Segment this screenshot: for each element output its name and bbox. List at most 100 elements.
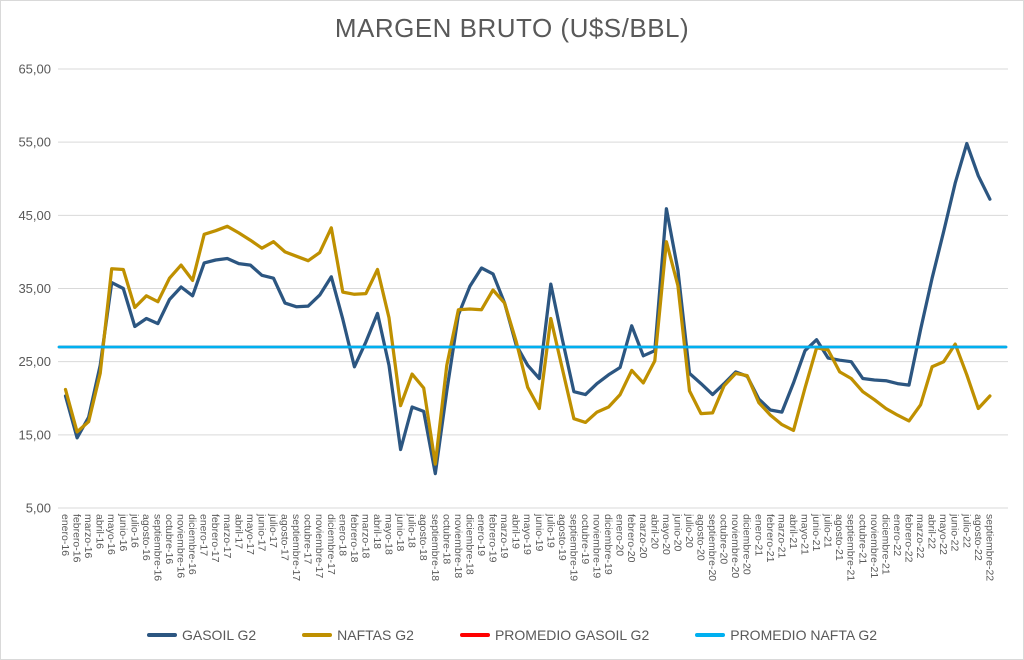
y-axis-label: 45,00 — [18, 208, 51, 223]
x-axis-label: septiembre-17 — [290, 514, 302, 581]
x-axis-label: septiembre-20 — [706, 514, 718, 581]
y-axis-label: 25,00 — [18, 354, 51, 369]
x-axis-label: agosto-16 — [140, 514, 152, 561]
x-axis-label: enero-20 — [614, 514, 626, 556]
legend-label-promedio-nafta: PROMEDIO NAFTA G2 — [730, 627, 877, 643]
legend-item-naftas: NAFTAS G2 — [302, 627, 414, 643]
x-axis-label: octubre-19 — [579, 514, 591, 564]
x-axis-label: abril-18 — [371, 514, 383, 549]
x-axis-label: marzo-21 — [775, 514, 787, 559]
x-axis-label: diciembre-20 — [741, 514, 753, 575]
x-axis-label: junio-20 — [671, 513, 683, 552]
promedio-nafta-line-swatch-icon — [695, 633, 726, 637]
x-axis-label: noviembre-19 — [591, 514, 603, 578]
x-axis-label: enero-19 — [475, 514, 487, 556]
x-axis-label: octubre-20 — [718, 514, 730, 564]
x-axis-label: febrero-19 — [487, 514, 499, 563]
x-axis-label: octubre-17 — [302, 514, 314, 564]
x-axis-label: junio-16 — [117, 513, 129, 552]
y-axis-label: 55,00 — [18, 135, 51, 150]
x-axis-label: diciembre-21 — [879, 514, 891, 575]
x-axis-label: febrero-20 — [625, 514, 637, 563]
x-axis-label: julio-16 — [128, 513, 140, 548]
x-axis-label: abril-20 — [648, 514, 660, 549]
x-axis-label: mayo-21 — [799, 514, 811, 555]
x-axis-label: febrero-16 — [71, 514, 83, 563]
x-axis-label: noviembre-18 — [452, 514, 464, 578]
y-axis-label: 15,00 — [18, 427, 51, 442]
x-axis-label: junio-19 — [533, 513, 545, 552]
x-axis-label: noviembre-17 — [313, 514, 325, 578]
legend-label-gasoil: GASOIL G2 — [181, 627, 257, 643]
x-axis-label: junio-22 — [949, 513, 961, 552]
y-axis-label: 5,00 — [26, 501, 51, 516]
x-axis-label: noviembre-21 — [868, 514, 880, 578]
x-axis-label: junio-18 — [394, 513, 406, 552]
x-axis-label: agosto-18 — [417, 514, 429, 561]
x-axis-label: febrero-17 — [209, 514, 221, 563]
x-axis-label: abril-22 — [926, 514, 938, 549]
y-axis-label: 35,00 — [18, 281, 51, 296]
x-axis-label: mayo-20 — [660, 514, 672, 555]
chart-title: MARGEN BRUTO (U$S/BBL) — [334, 13, 690, 43]
x-axis-label: julio-18 — [406, 513, 418, 548]
x-axis-label: agosto-20 — [695, 514, 707, 561]
x-axis-label: marzo-20 — [637, 514, 649, 559]
x-axis-label: septiembre-18 — [429, 514, 441, 581]
x-axis-label: mayo-16 — [105, 514, 117, 555]
x-axis-label: agosto-17 — [279, 514, 291, 561]
x-axis-label: diciembre-19 — [602, 514, 614, 575]
x-axis-label: octubre-18 — [440, 514, 452, 564]
x-axis-label: septiembre-21 — [845, 514, 857, 581]
x-axis-label: febrero-18 — [348, 514, 360, 563]
x-axis-label: mayo-17 — [244, 514, 256, 555]
naftas-line-swatch-icon — [302, 633, 333, 637]
x-axis-label: noviembre-16 — [175, 514, 187, 578]
gasoil-line-swatch-icon — [146, 633, 177, 637]
chart-legend: GASOIL G2 NAFTAS G2 PROMEDIO GASOIL G2 P… — [1, 627, 1023, 643]
x-axis-label: diciembre-17 — [325, 514, 337, 575]
x-axis-label: enero-21 — [752, 514, 764, 556]
x-axis-label: abril-19 — [510, 514, 522, 549]
x-axis-label: diciembre-16 — [186, 514, 198, 575]
x-axis-label: enero-17 — [198, 514, 210, 556]
x-axis-label: agosto-19 — [556, 514, 568, 561]
x-axis-label: junio-17 — [255, 513, 267, 552]
x-axis-label: mayo-18 — [383, 514, 395, 555]
x-axis-label: mayo-22 — [937, 514, 949, 555]
x-axis-label: mayo-19 — [521, 514, 533, 555]
x-axis-label: septiembre-16 — [151, 514, 163, 581]
series-line-gasoil-g2 — [63, 141, 992, 476]
x-axis-label: octubre-16 — [163, 514, 175, 564]
x-axis-label: febrero-22 — [903, 514, 915, 563]
x-axis-label: julio-17 — [267, 513, 279, 548]
legend-item-promedio-gasoil: PROMEDIO GASOIL G2 — [459, 627, 650, 643]
x-axis-label: julio-19 — [544, 513, 556, 548]
x-axis-label: julio-20 — [683, 513, 695, 548]
legend-item-gasoil: GASOIL G2 — [146, 627, 257, 643]
x-axis-label: junio-21 — [810, 513, 822, 552]
legend-label-promedio-gasoil: PROMEDIO GASOIL G2 — [494, 627, 650, 643]
x-axis-label: abril-17 — [232, 514, 244, 549]
x-axis-label: enero-16 — [59, 514, 71, 556]
x-axis-label: octubre-21 — [856, 514, 868, 564]
x-axis-label: marzo-16 — [82, 514, 94, 559]
x-axis-label: diciembre-18 — [463, 514, 475, 575]
y-axis-label: 65,00 — [18, 61, 51, 76]
x-axis-label: noviembre-20 — [729, 514, 741, 578]
x-axis-label: marzo-17 — [221, 514, 233, 559]
x-axis-label: marzo-22 — [914, 514, 926, 559]
x-axis-label: julio-22 — [960, 513, 972, 548]
x-axis-label: abril-16 — [94, 514, 106, 549]
x-axis-label: enero-22 — [891, 514, 903, 556]
promedio-gasoil-line-swatch-icon — [459, 633, 490, 637]
x-axis-label: agosto-21 — [833, 514, 845, 561]
legend-label-naftas: NAFTAS G2 — [337, 627, 414, 643]
x-axis-label: julio-21 — [822, 513, 834, 548]
x-axis-label: enero-18 — [336, 514, 348, 556]
x-axis-label: marzo-19 — [498, 514, 510, 559]
x-axis-label: marzo-18 — [359, 514, 371, 559]
x-axis-label: abril-21 — [787, 514, 799, 549]
